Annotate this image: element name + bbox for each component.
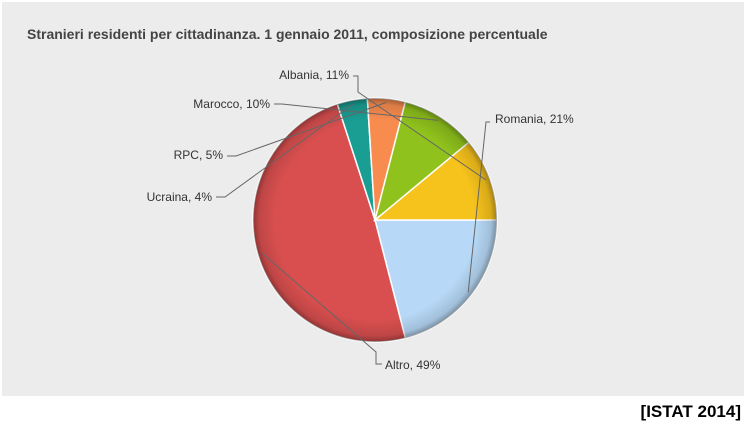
leader-line-altro bbox=[261, 252, 382, 365]
pie-leader-lines bbox=[216, 75, 490, 365]
leader-line-marocco bbox=[274, 103, 439, 121]
source-citation: [ISTAT 2014] bbox=[640, 402, 741, 421]
leader-line-albania bbox=[353, 75, 487, 181]
slice-label-albania: Albania, 11% bbox=[279, 68, 349, 82]
slice-label-ucraina: Ucraina, 4% bbox=[147, 190, 213, 204]
pie-labels: Romania, 21% Altro, 49% Ucraina, 4% RPC, 5%… bbox=[147, 68, 574, 372]
slice-label-marocco: Marocco, 10% bbox=[193, 97, 270, 111]
slice-label-altro: Altro, 49% bbox=[385, 358, 441, 372]
pie-slices bbox=[252, 97, 498, 343]
leader-line-rpc bbox=[227, 102, 387, 157]
chart-title: Stranieri residenti per cittadinanza. 1 … bbox=[27, 26, 548, 42]
slice-label-rpc: RPC, 5% bbox=[174, 148, 224, 162]
leader-line-ucraina bbox=[216, 103, 354, 198]
leader-line-romania bbox=[467, 121, 490, 293]
slice-label-romania: Romania, 21% bbox=[495, 112, 574, 126]
